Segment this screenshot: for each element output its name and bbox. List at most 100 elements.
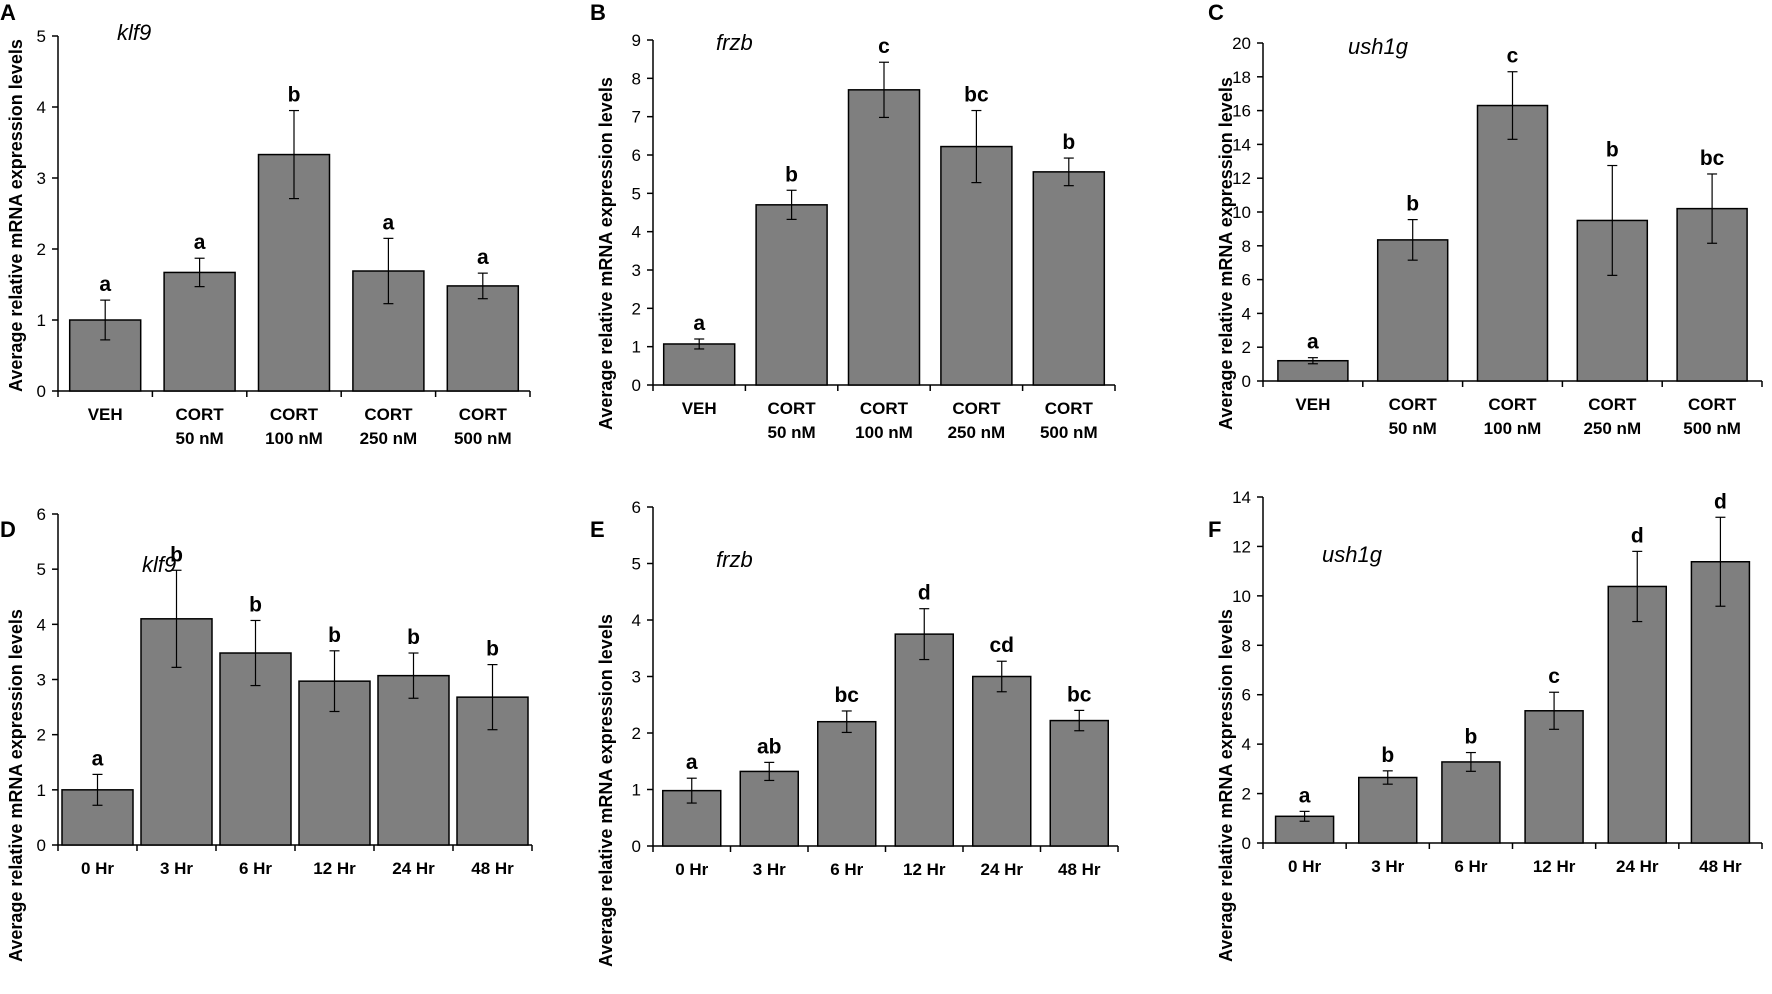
significance-label: a (693, 312, 705, 335)
bar (377, 674, 450, 846)
significance-label: c (1548, 665, 1560, 688)
y-tick-label: 5 (632, 555, 641, 574)
bar-chart: 0 1 2 3 4 5 6 a 0 Hr b 3 Hr b 6 Hr b 12 Hr b 24 Hr b 48 Hr (37, 505, 533, 878)
bar (1441, 761, 1501, 844)
chart-title: klf9 (142, 552, 177, 577)
significance-label: bc (1700, 147, 1725, 170)
x-tick-label: 12 Hr (903, 860, 946, 879)
chart-panel-d: D klf9 Average relative mRNA expression … (0, 497, 590, 994)
chart-panel-f: F ush1g Average relative mRNA expression… (1180, 488, 1772, 994)
y-tick-label: 2 (37, 726, 46, 745)
significance-label: a (194, 231, 206, 254)
significance-label: bc (834, 684, 859, 707)
x-tick-label: 250 nM (1583, 419, 1641, 438)
y-tick-label: 8 (632, 69, 641, 88)
bar (894, 633, 954, 847)
chart-title: frzb (716, 547, 753, 572)
bar (940, 145, 1013, 386)
bar (68, 319, 142, 392)
y-tick-label: 8 (1242, 636, 1251, 655)
x-tick-label: 48 Hr (1699, 857, 1742, 876)
y-tick-label: 4 (37, 98, 46, 117)
significance-label: d (918, 582, 931, 605)
x-tick-label: 0 Hr (1288, 857, 1321, 876)
x-tick-label: 100 nM (1484, 419, 1542, 438)
bar (1049, 719, 1109, 847)
panel-letter: C (1208, 0, 1224, 25)
x-tick-label: CORT (176, 405, 225, 424)
significance-label: b (328, 624, 341, 647)
bar (1690, 561, 1751, 844)
x-tick-label: 3 Hr (160, 859, 193, 878)
bar-chart: 0 2 4 6 8 10 12 14 16 18 20 a VEH b CORT 50 nM c CORT 100 … (1232, 34, 1763, 438)
bar (446, 285, 520, 392)
y-tick-label: 3 (37, 169, 46, 188)
y-tick-label: 1 (37, 781, 46, 800)
x-tick-label: 100 nM (855, 423, 913, 442)
y-tick-label: 2 (632, 299, 641, 318)
significance-label: b (785, 163, 798, 186)
y-tick-label: 2 (1242, 338, 1251, 357)
y-tick-label: 1 (632, 338, 641, 357)
y-tick-label: 0 (632, 376, 641, 395)
significance-label: a (99, 273, 111, 296)
significance-label: d (1714, 490, 1727, 513)
x-tick-label: 3 Hr (1371, 857, 1404, 876)
significance-label: b (1381, 744, 1394, 767)
panel-letter: B (590, 0, 606, 25)
x-tick-label: 6 Hr (1454, 857, 1487, 876)
bar (1376, 239, 1449, 382)
y-tick-label: 8 (1242, 237, 1251, 256)
y-tick-label: 9 (632, 31, 641, 50)
y-tick-label: 16 (1232, 102, 1251, 121)
bar (662, 343, 736, 386)
x-tick-label: 500 nM (454, 429, 512, 448)
x-tick-label: CORT (952, 399, 1001, 418)
x-tick-label: 48 Hr (1058, 860, 1101, 879)
x-tick-label: CORT (1045, 399, 1094, 418)
y-tick-label: 3 (632, 668, 641, 687)
x-tick-label: CORT (1588, 395, 1637, 414)
x-tick-label: 250 nM (948, 423, 1006, 442)
significance-label: a (686, 751, 698, 774)
bar-chart: 0 1 2 3 4 5 6 7 8 9 a VEH b CORT 50 nM c CORT 100 nM bc COR… (632, 31, 1116, 442)
significance-label: a (383, 211, 395, 234)
chart-panel-a: A klf9 Average relative mRNA expression … (0, 0, 590, 497)
y-tick-label: 1 (632, 781, 641, 800)
chart-title: klf9 (117, 20, 152, 45)
x-tick-label: CORT (1389, 395, 1438, 414)
x-tick-label: 3 Hr (753, 860, 786, 879)
panel-letter: A (0, 0, 16, 25)
x-tick-label: 500 nM (1683, 419, 1741, 438)
y-tick-label: 18 (1232, 68, 1251, 87)
significance-label: cd (989, 634, 1014, 657)
x-tick-label: 6 Hr (239, 859, 272, 878)
significance-label: ab (757, 735, 782, 758)
bar (1476, 104, 1549, 382)
x-tick-label: CORT (364, 405, 413, 424)
y-tick-label: 2 (1242, 785, 1251, 804)
bar-chart: 0 1 2 3 4 5 a VEH a CORT 50 nM b CORT 100 nM a CORT 250 … (37, 27, 531, 448)
significance-label: bc (1067, 683, 1092, 706)
y-tick-label: 0 (1242, 372, 1251, 391)
x-tick-label: 50 nM (176, 429, 224, 448)
y-tick-label: 6 (1242, 686, 1251, 705)
chart-panel-b: B frzb Average relative mRNA expression … (590, 0, 1180, 497)
bar (755, 204, 828, 386)
bar-chart: 0 2 4 6 8 10 12 14 a 0 Hr b 3 Hr b 6 Hr c 12 Hr d 24 Hr d 4… (1232, 488, 1763, 876)
x-tick-label: 6 Hr (830, 860, 863, 879)
bar (298, 680, 371, 846)
x-tick-label: CORT (1688, 395, 1737, 414)
chart-title: frzb (716, 30, 753, 55)
x-tick-label: 500 nM (1040, 423, 1098, 442)
y-tick-label: 6 (632, 146, 641, 165)
x-tick-label: CORT (1488, 395, 1537, 414)
y-tick-label: 6 (1242, 271, 1251, 290)
significance-label: b (288, 84, 301, 107)
significance-label: bc (964, 84, 989, 107)
panel-letter: E (590, 517, 605, 542)
y-tick-label: 0 (37, 836, 46, 855)
y-tick-label: 2 (37, 240, 46, 259)
y-tick-label: 5 (37, 27, 46, 46)
y-tick-label: 4 (632, 611, 641, 630)
